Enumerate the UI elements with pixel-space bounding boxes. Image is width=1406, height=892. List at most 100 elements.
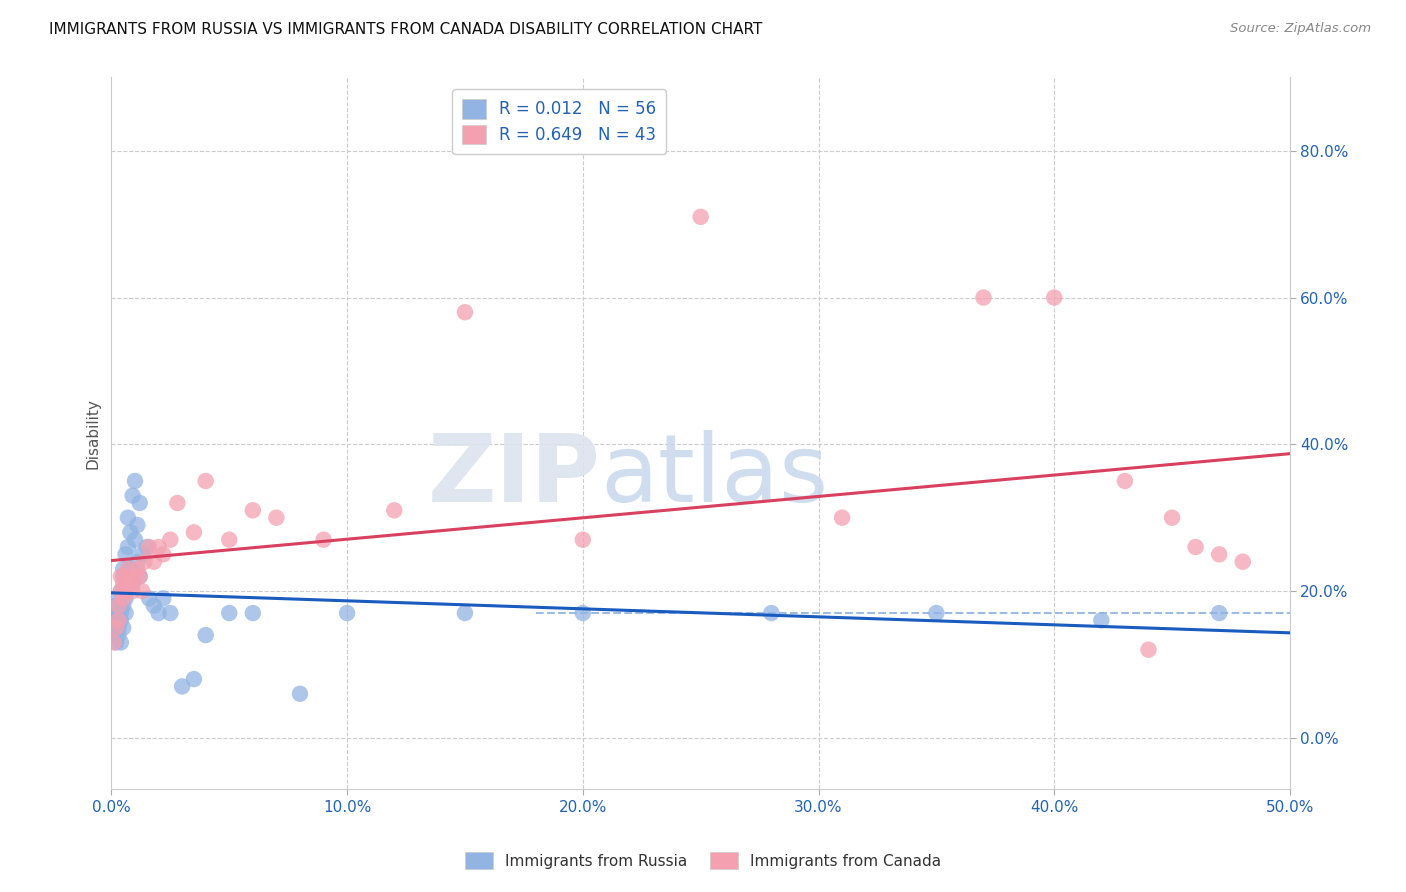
Point <box>128 569 150 583</box>
Point <box>117 540 139 554</box>
Point <box>110 584 132 599</box>
Point <box>107 614 129 628</box>
Point <box>148 606 170 620</box>
Point <box>1208 547 1230 561</box>
Point <box>572 606 595 620</box>
Point <box>242 503 264 517</box>
Text: ZIP: ZIP <box>427 430 600 522</box>
Point <box>128 569 150 583</box>
Point <box>112 576 135 591</box>
Point <box>105 614 128 628</box>
Point <box>138 540 160 554</box>
Point <box>135 540 157 554</box>
Point <box>382 503 405 517</box>
Point <box>183 525 205 540</box>
Point <box>131 547 153 561</box>
Point <box>112 591 135 606</box>
Point <box>1208 606 1230 620</box>
Point <box>288 687 311 701</box>
Point <box>103 635 125 649</box>
Legend: Immigrants from Russia, Immigrants from Canada: Immigrants from Russia, Immigrants from … <box>458 846 948 875</box>
Point <box>142 555 165 569</box>
Point <box>166 496 188 510</box>
Point <box>107 591 129 606</box>
Point <box>105 621 128 635</box>
Point <box>120 562 142 576</box>
Point <box>110 614 132 628</box>
Point <box>242 606 264 620</box>
Point <box>121 489 143 503</box>
Point <box>831 510 853 524</box>
Point <box>124 569 146 583</box>
Point <box>117 510 139 524</box>
Point <box>105 599 128 613</box>
Point <box>159 606 181 620</box>
Legend: R = 0.012   N = 56, R = 0.649   N = 43: R = 0.012 N = 56, R = 0.649 N = 43 <box>453 89 666 154</box>
Point <box>110 606 132 620</box>
Point <box>114 584 136 599</box>
Point <box>105 621 128 635</box>
Point <box>127 562 149 576</box>
Point <box>454 305 477 319</box>
Point <box>112 562 135 576</box>
Point <box>114 606 136 620</box>
Point <box>121 584 143 599</box>
Point <box>152 547 174 561</box>
Point <box>689 210 711 224</box>
Point <box>117 569 139 583</box>
Point <box>925 606 948 620</box>
Point <box>114 584 136 599</box>
Point <box>194 628 217 642</box>
Y-axis label: Disability: Disability <box>86 398 100 468</box>
Point <box>110 584 132 599</box>
Point <box>107 621 129 635</box>
Point <box>336 606 359 620</box>
Point <box>183 672 205 686</box>
Point <box>1090 614 1112 628</box>
Point <box>266 510 288 524</box>
Point <box>112 599 135 613</box>
Point <box>972 291 994 305</box>
Point <box>107 599 129 613</box>
Point <box>1184 540 1206 554</box>
Text: Source: ZipAtlas.com: Source: ZipAtlas.com <box>1230 22 1371 36</box>
Point <box>1114 474 1136 488</box>
Point <box>117 562 139 576</box>
Text: IMMIGRANTS FROM RUSSIA VS IMMIGRANTS FROM CANADA DISABILITY CORRELATION CHART: IMMIGRANTS FROM RUSSIA VS IMMIGRANTS FRO… <box>49 22 762 37</box>
Point <box>194 474 217 488</box>
Point <box>312 533 335 547</box>
Point <box>114 591 136 606</box>
Point <box>138 591 160 606</box>
Point <box>112 569 135 583</box>
Text: atlas: atlas <box>600 430 828 522</box>
Point <box>112 621 135 635</box>
Point <box>110 635 132 649</box>
Point <box>142 599 165 613</box>
Point <box>1137 642 1160 657</box>
Point <box>120 576 142 591</box>
Point <box>1161 510 1184 524</box>
Point <box>152 591 174 606</box>
Point <box>172 680 194 694</box>
Point <box>127 555 149 569</box>
Point <box>218 606 240 620</box>
Point <box>124 474 146 488</box>
Point <box>454 606 477 620</box>
Point <box>107 628 129 642</box>
Point <box>124 533 146 547</box>
Point <box>218 533 240 547</box>
Point <box>103 628 125 642</box>
Point <box>105 635 128 649</box>
Point <box>1232 555 1254 569</box>
Point <box>114 547 136 561</box>
Point <box>148 540 170 554</box>
Point <box>120 525 142 540</box>
Point <box>107 614 129 628</box>
Point <box>572 533 595 547</box>
Point <box>127 518 149 533</box>
Point <box>761 606 783 620</box>
Point <box>131 584 153 599</box>
Point <box>110 569 132 583</box>
Point <box>114 569 136 583</box>
Point <box>121 576 143 591</box>
